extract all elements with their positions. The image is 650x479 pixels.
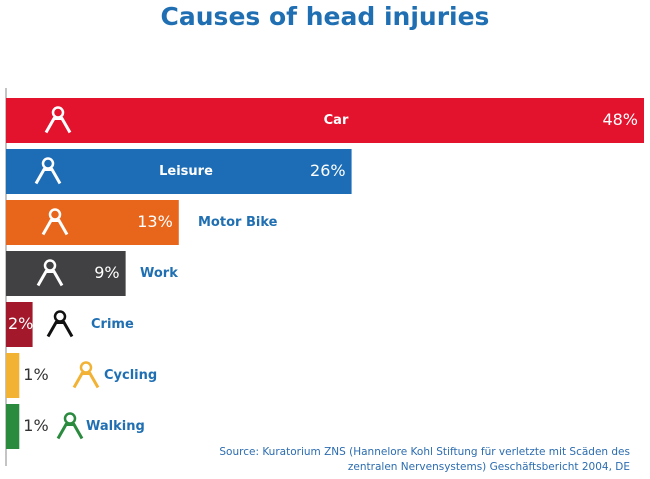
value-label: 9% bbox=[94, 263, 119, 282]
value-label: 2% bbox=[8, 314, 33, 333]
icon bbox=[79, 361, 93, 374]
value-label: 26% bbox=[310, 161, 346, 180]
value-label: 48% bbox=[602, 110, 638, 129]
category-label: Car bbox=[324, 113, 349, 128]
source-line: Source: Kuratorium ZNS (Hannelore Kohl S… bbox=[219, 446, 630, 458]
icon bbox=[56, 423, 84, 440]
bar bbox=[6, 149, 352, 194]
category-label: Motor Bike bbox=[198, 215, 278, 230]
category-label: Walking bbox=[86, 419, 145, 434]
bar bbox=[6, 98, 644, 143]
value-label: 1% bbox=[23, 365, 48, 384]
category-label: Work bbox=[140, 266, 178, 281]
icon bbox=[72, 372, 100, 389]
bar bbox=[6, 404, 20, 449]
icon bbox=[36, 270, 64, 287]
value-label: 1% bbox=[23, 416, 48, 435]
bar bbox=[6, 302, 33, 347]
bar bbox=[6, 353, 20, 398]
icon bbox=[34, 168, 62, 185]
category-label: Cycling bbox=[104, 368, 157, 383]
category-label: Leisure bbox=[159, 164, 213, 179]
value-label: 13% bbox=[137, 212, 173, 231]
source-line: zentralen Nervensystems) Geschäftsberich… bbox=[348, 461, 630, 473]
icon bbox=[44, 117, 72, 134]
bar bbox=[6, 251, 126, 296]
icon bbox=[63, 412, 77, 425]
category-label: Crime bbox=[91, 317, 134, 332]
icon bbox=[53, 310, 67, 323]
bar bbox=[6, 200, 179, 245]
chart-title: Causes of head injuries bbox=[161, 2, 490, 31]
icon bbox=[46, 321, 74, 338]
icon bbox=[41, 219, 69, 236]
